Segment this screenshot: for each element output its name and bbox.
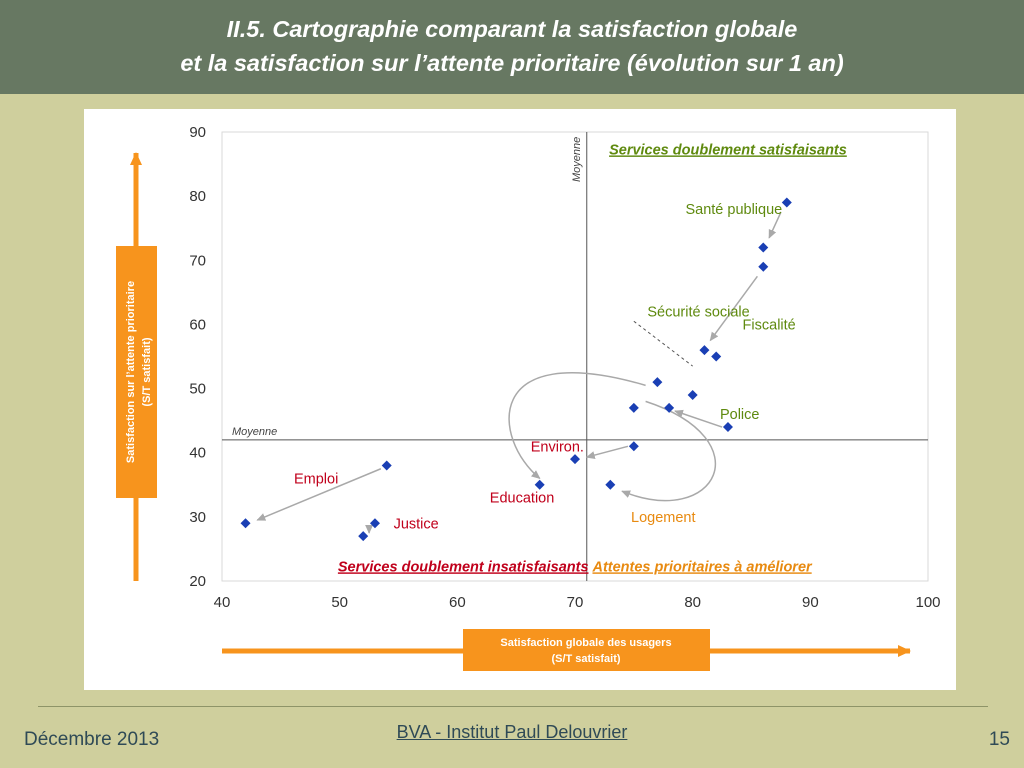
y-tick-label: 50 [189, 381, 206, 398]
service-label: Environ. [531, 439, 584, 455]
data-point [381, 460, 392, 471]
evolution-arrow [508, 372, 646, 480]
plot-area [221, 131, 929, 582]
y-tick-label: 20 [189, 573, 206, 590]
data-point [240, 518, 251, 529]
service-label: Education [490, 491, 555, 507]
data-point [534, 479, 545, 490]
y-tick-label: 70 [189, 252, 206, 269]
service-label: Justice [394, 516, 439, 532]
service-label: Sécurité sociale [647, 305, 749, 321]
service-label: Police [720, 407, 760, 423]
page-number: 15 [988, 729, 1010, 750]
data-point [628, 441, 639, 452]
data-point [358, 531, 369, 542]
leader-line [633, 320, 693, 367]
footer-divider [38, 706, 988, 707]
chart-panel: 20 30 40 50 60 70 80 90 40 50 60 70 80 90 100 Moyenne Mo… [84, 109, 956, 690]
mean-label-horizontal: Moyenne [232, 426, 277, 438]
scatter-chart: 20 30 40 50 60 70 80 90 40 50 60 70 80 90 100 Moyenne Mo… [116, 124, 941, 671]
data-point [652, 377, 663, 388]
data-point [687, 389, 698, 400]
service-label: Fiscalité [743, 317, 796, 333]
x-tick-label: 70 [567, 594, 584, 611]
quadrant-label-bottom-left: Services doublement insatisfaisants [338, 559, 589, 575]
footer-organization: BVA - Institut Paul Delouvrier [396, 722, 628, 742]
service-label: Emploi [294, 471, 338, 487]
x-axis-label-box [463, 629, 710, 671]
data-point [664, 402, 675, 413]
x-tick-label: 100 [915, 594, 940, 611]
evolution-arrow [709, 275, 758, 342]
x-tick-label: 90 [802, 594, 819, 611]
y-tick-label: 90 [189, 124, 206, 141]
y-axis-label-line-1: Satisfaction sur l’attente prioritaire [125, 281, 137, 463]
data-point [699, 345, 710, 356]
data-point [711, 351, 722, 362]
y-tick-label: 60 [189, 316, 206, 333]
y-axis-label-box [116, 246, 157, 498]
y-tick-label: 40 [189, 445, 206, 462]
x-tick-label: 40 [214, 594, 231, 611]
evolution-arrow [256, 468, 382, 521]
y-axis-label-line-2: (S/T satisfait) [141, 337, 153, 406]
data-point [722, 422, 733, 433]
evolution-arrow [768, 211, 782, 239]
data-point [758, 242, 769, 253]
slide-title-line-1: II.5. Cartographie comparant la satisfac… [226, 16, 798, 42]
x-tick-label: 60 [449, 594, 466, 611]
data-point [758, 261, 769, 272]
x-tick-label: 50 [331, 594, 348, 611]
data-point [570, 454, 580, 465]
x-tick-label: 80 [684, 594, 701, 611]
data-point [628, 402, 639, 413]
x-axis-label-line-2: (S/T satisfait) [551, 653, 620, 665]
quadrant-label-bottom-right: Attentes prioritaires à améliorer [591, 559, 813, 575]
quadrant-label-top-right: Services doublement satisfaisants [609, 142, 847, 158]
slide-title-line-2: et la satisfaction sur l’attente priorit… [180, 50, 844, 76]
service-label: Santé publique [685, 202, 782, 218]
data-point [605, 479, 616, 490]
data-point [781, 197, 792, 208]
x-axis-label-line-1: Satisfaction globale des usagers [500, 637, 671, 649]
evolution-arrow [674, 409, 723, 428]
y-tick-label: 30 [189, 509, 206, 526]
mean-label-vertical: Moyenne [571, 137, 583, 182]
data-point [369, 518, 380, 529]
y-tick-label: 80 [189, 188, 206, 205]
footer-date: Décembre 2013 [24, 729, 160, 750]
evolution-arrow [621, 400, 717, 502]
title-bar: II.5. Cartographie comparant la satisfac… [0, 0, 1024, 94]
evolution-arrow [585, 445, 629, 460]
service-label: Logement [631, 510, 696, 526]
